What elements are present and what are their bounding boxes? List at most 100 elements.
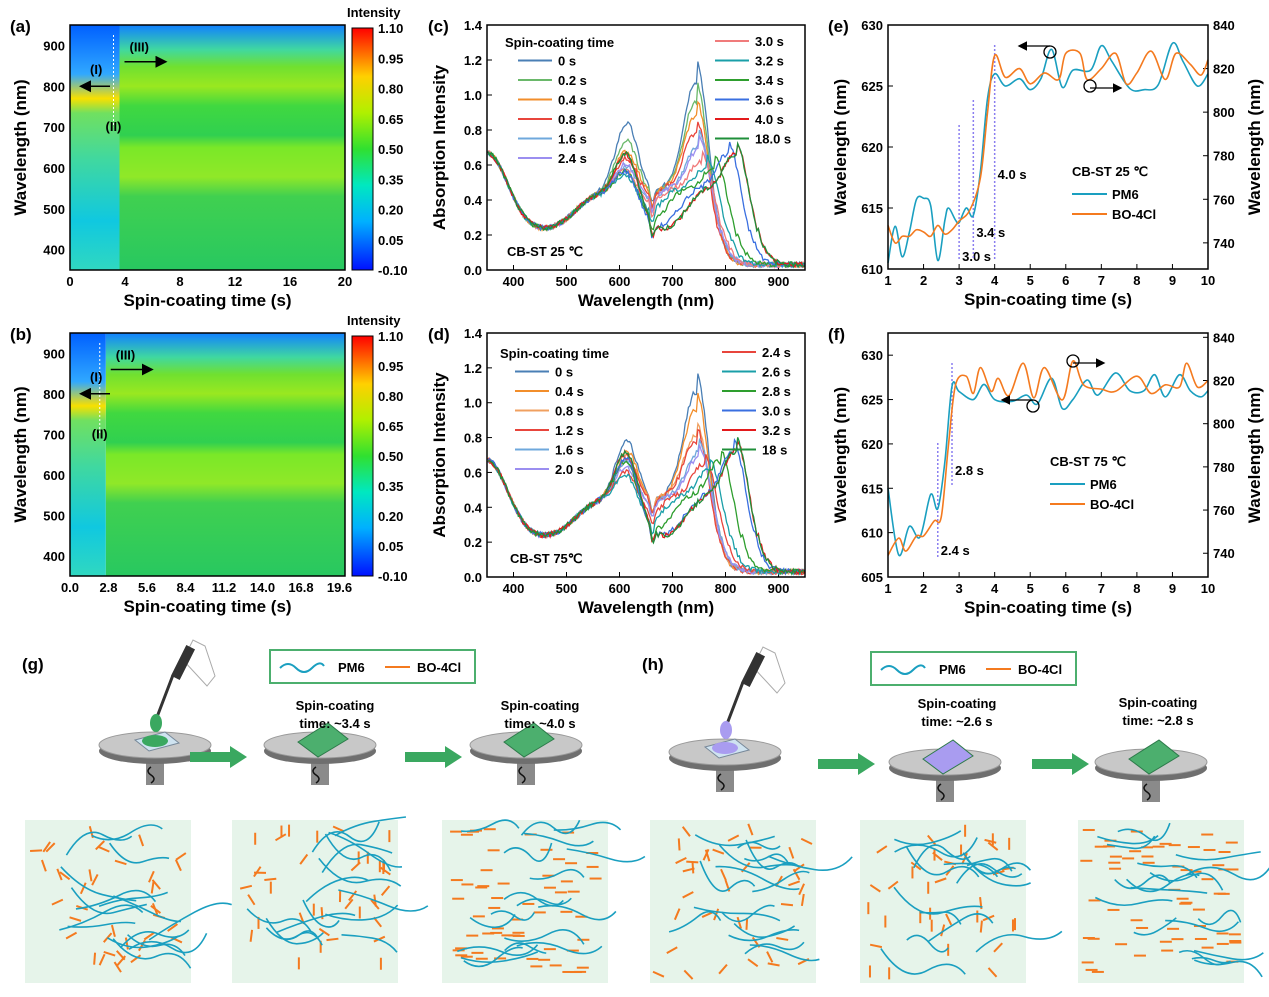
pm6-chain xyxy=(321,843,393,873)
bo4cl-molecule xyxy=(945,913,953,926)
colorbar-tick-label: 1.10 xyxy=(378,329,403,344)
pm6-chain xyxy=(1191,956,1232,964)
legend-label: 3.4 s xyxy=(755,73,784,88)
bo4cl-molecule xyxy=(788,846,795,859)
pipette-icon xyxy=(155,644,196,718)
pm6-chain xyxy=(553,821,622,831)
bo4cl-molecule xyxy=(79,882,87,895)
x-tick-label: 800 xyxy=(715,274,737,289)
morphology-background xyxy=(650,820,816,983)
bo4cl-molecule xyxy=(97,845,110,853)
schematic-legend: PM6 BO-4Cl xyxy=(870,651,1077,686)
pm6-chain xyxy=(516,941,603,955)
bo4cl-molecule xyxy=(869,884,881,893)
pm6-chain xyxy=(503,842,553,862)
pm6-chain xyxy=(469,914,516,929)
x-tick-label: 8 xyxy=(176,274,183,289)
legend-label: 0.4 s xyxy=(558,93,587,108)
bo4cl-molecule xyxy=(30,849,43,853)
bo4cl-molecule xyxy=(348,890,358,901)
step-time-label: Spin-coating xyxy=(1119,695,1198,710)
y-axis-label: Wavelength (nm) xyxy=(11,79,30,215)
bo4cl-molecule xyxy=(887,880,899,890)
bo4cl-molecule xyxy=(114,859,127,866)
legend-label: 3.0 s xyxy=(755,34,784,49)
pm6-chain xyxy=(745,839,800,870)
heatmap-region-early xyxy=(70,25,120,270)
legend-title: Spin-coating time xyxy=(500,346,609,361)
legend-label: 0 s xyxy=(558,54,576,69)
x-tick-label: 8 xyxy=(1133,273,1140,288)
stage-label: (III) xyxy=(130,40,150,55)
x-tick-label: 7 xyxy=(1098,273,1105,288)
bo4cl-molecule xyxy=(747,958,759,968)
bo4cl-molecule xyxy=(993,942,1003,953)
pm6-chain xyxy=(744,941,805,955)
morphology-background xyxy=(25,820,191,983)
legend-label: 0 s xyxy=(555,365,573,380)
x-tick-label: 700 xyxy=(662,581,684,596)
colorbar-tick-label: 0.20 xyxy=(378,509,403,524)
bo4cl-molecule xyxy=(150,881,155,894)
x-axis-label: Wavelength (nm) xyxy=(578,291,714,310)
x-tick-label: 1 xyxy=(884,273,891,288)
step-time-label: Spin-coating xyxy=(501,698,580,713)
legend-label: BO-4Cl xyxy=(417,660,461,675)
bo4cl-molecule xyxy=(124,937,129,950)
y-right-axis-label: Wavelength (nm) xyxy=(1245,79,1264,215)
step-time-label: Spin-coating xyxy=(918,696,997,711)
y-tick-label: 620 xyxy=(861,437,883,452)
x-tick-label: 1 xyxy=(884,581,891,596)
spectrum-line xyxy=(487,437,805,575)
legend-label: BO-4Cl xyxy=(1018,662,1062,677)
bo4cl-molecule xyxy=(683,969,694,980)
chart-a: 0 4 8 12 16 20 400 500 600 700 800 900 Spin-coating … xyxy=(11,5,408,310)
colorbar-tick-label: 0.95 xyxy=(378,359,403,374)
colorbar-title: Intensity xyxy=(347,5,401,20)
pm6-chain xyxy=(969,861,1016,875)
legend-label: 2.6 s xyxy=(762,365,791,380)
pm6-chain xyxy=(275,912,356,934)
bo4cl-molecule xyxy=(780,902,794,907)
pm6-chain xyxy=(737,841,781,850)
y-tick-label: 610 xyxy=(861,526,883,541)
pm6-chain xyxy=(328,831,403,868)
y-axis-label: Wavelength (nm) xyxy=(831,79,850,215)
bo4cl-molecule xyxy=(984,838,997,844)
colorbar-tick-label: 0.65 xyxy=(378,112,403,127)
y-tick-label: 800 xyxy=(43,387,65,402)
y-tick-label: 0.2 xyxy=(464,228,482,243)
colorbar-tick-label: 1.10 xyxy=(378,21,403,36)
legend-label: 0.4 s xyxy=(555,384,584,399)
chart-c: 400 500 600 700 800 900 0.0 0.2 0.4 0.6 0.8 1.0 1.2 1… xyxy=(430,18,806,310)
morphology-panel xyxy=(25,820,232,983)
bo4cl-molecule xyxy=(736,916,742,929)
bo4cl-molecule xyxy=(91,873,99,886)
y-right-tick-label: 740 xyxy=(1213,236,1235,251)
pm6-chain xyxy=(148,902,232,941)
x-tick-label: 0.0 xyxy=(61,580,79,595)
bo4cl-molecule xyxy=(727,834,740,842)
y-right-tick-label: 800 xyxy=(1213,417,1235,432)
pm6-chain xyxy=(1137,862,1198,879)
pm6-chain xyxy=(302,899,340,928)
stage-label: (II) xyxy=(106,119,122,134)
bo4cl-molecule xyxy=(800,893,805,907)
x-tick-label: 2 xyxy=(920,273,927,288)
bo4cl-molecule xyxy=(56,868,63,881)
bo4cl-molecule xyxy=(88,869,93,882)
legend-label: 2.0 s xyxy=(555,462,584,477)
bo4cl-molecule xyxy=(40,859,47,872)
bo4cl-molecule xyxy=(987,967,998,978)
y-tick-label: 900 xyxy=(43,346,65,361)
plot-frame xyxy=(69,332,346,577)
spin-coater xyxy=(668,646,786,792)
x-tick-label: 600 xyxy=(609,581,631,596)
y-right-tick-label: 840 xyxy=(1213,18,1235,33)
pm6-chain xyxy=(127,934,186,957)
pm6-chain xyxy=(504,929,585,945)
pm6-chain xyxy=(311,821,380,853)
pm6-wave-icon xyxy=(880,664,926,675)
step-time-label: Spin-coating xyxy=(296,698,375,713)
bo4cl-molecule xyxy=(247,894,256,906)
